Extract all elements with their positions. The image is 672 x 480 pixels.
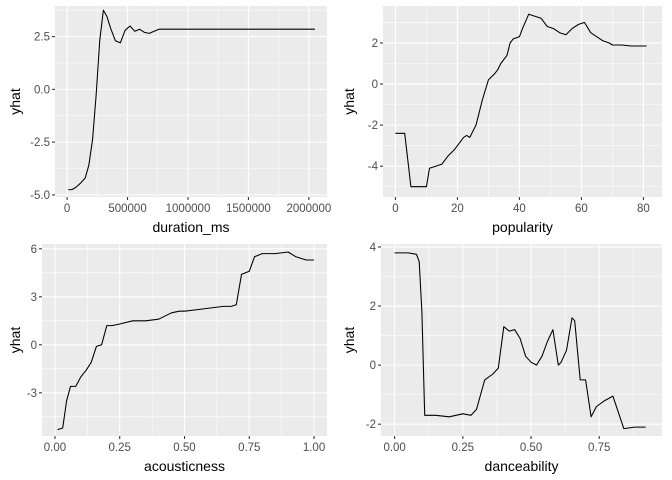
y-tick-label: -3 xyxy=(27,388,37,400)
yhat-series-line xyxy=(57,251,314,431)
chart-panel-popularity: 0 20 40 60 80 -4 -2 0 2 popularity yhat xyxy=(341,6,662,235)
x-tick-label: 1.00 xyxy=(303,442,325,454)
x-tick-label: 2000000 xyxy=(286,203,331,215)
x-tick-label: 0.50 xyxy=(520,442,542,454)
y-tick-label: 2 xyxy=(370,301,376,313)
x-tick-label: 40 xyxy=(513,203,526,215)
y-tick-label: 4 xyxy=(370,242,377,254)
y-tick-label: -4 xyxy=(368,161,379,173)
x-tick-label: 1500000 xyxy=(226,203,271,215)
y-tick-label: 0 xyxy=(372,79,378,91)
yhat-series-line xyxy=(395,13,647,188)
x-tick-label: 0 xyxy=(392,203,398,215)
x-axis-title: duration_ms xyxy=(152,219,229,235)
yhat-series-line xyxy=(68,9,315,191)
y-tick-label: 0.0 xyxy=(34,84,50,96)
y-tick-label: 0 xyxy=(370,360,376,372)
y-tick-label: 2 xyxy=(372,38,378,50)
x-axis-title: acousticness xyxy=(144,458,225,474)
x-axis-title: popularity xyxy=(492,219,553,235)
x-tick-label: 0.25 xyxy=(452,442,474,454)
chart-panel-acousticness: 0.00 0.25 0.50 0.75 1.00 -3 0 3 6 acousticness yha… xyxy=(7,244,327,474)
y-tick-label: -2 xyxy=(366,419,376,431)
y-tick-label: -2 xyxy=(368,120,378,132)
x-tick-label: 0 xyxy=(64,203,70,215)
y-axis-title: yhat xyxy=(7,327,23,354)
y-axis-title: yhat xyxy=(7,88,23,115)
chart-panel-duration-ms: 0 500000 1000000 1500000 2000000 -5.0 -2.5 0.0 2… xyxy=(7,6,331,235)
yhat-series-line xyxy=(394,252,646,430)
x-tick-label: 80 xyxy=(637,203,650,215)
x-tick-label: 0.00 xyxy=(44,442,66,454)
y-axis-title: yhat xyxy=(341,327,357,354)
y-tick-label: -2.5 xyxy=(30,137,50,149)
x-tick-label: 1000000 xyxy=(166,203,211,215)
panel-background xyxy=(383,6,662,197)
x-tick-label: 20 xyxy=(451,203,464,215)
y-tick-label: 0 xyxy=(31,340,37,352)
x-tick-label: 500000 xyxy=(108,203,146,215)
x-tick-label: 0.75 xyxy=(238,442,260,454)
y-tick-label: 2.5 xyxy=(34,32,50,44)
chart-panel-danceability: 0.00 0.25 0.50 0.75 -2 0 2 4 danceability yhat xyxy=(341,242,662,474)
y-tick-label: 6 xyxy=(31,244,37,256)
x-tick-label: 0.50 xyxy=(173,442,195,454)
y-tick-label: 3 xyxy=(31,292,37,304)
y-tick-label: -5.0 xyxy=(30,190,50,202)
y-axis-title: yhat xyxy=(341,88,357,115)
x-axis-title: danceability xyxy=(485,458,559,474)
x-tick-label: 0.25 xyxy=(109,442,131,454)
x-tick-label: 60 xyxy=(575,203,588,215)
x-tick-label: 0.00 xyxy=(383,442,405,454)
x-tick-label: 0.75 xyxy=(588,442,610,454)
